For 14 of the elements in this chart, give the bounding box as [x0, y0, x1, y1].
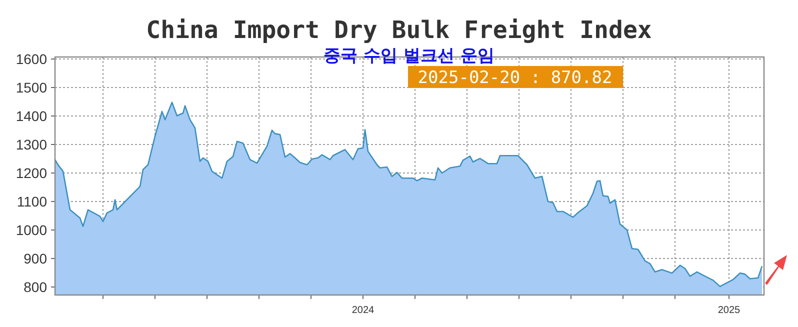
y-tick-label: 800 — [24, 279, 48, 296]
x-tick-label: 2024 — [352, 305, 375, 316]
y-tick-label: 1500 — [16, 80, 48, 96]
annotation: 2025-02-20 : 870.82 — [418, 68, 612, 88]
y-tick-label: 1600 — [16, 50, 48, 67]
y-tick-label: 1300 — [16, 136, 48, 153]
y-tick-label: 1100 — [16, 194, 48, 210]
y-tick-label: 1400 — [16, 108, 48, 124]
x-tick-label: 2025 — [718, 305, 741, 316]
y-tick-label: 1200 — [16, 165, 48, 182]
y-tick-label: 900 — [24, 250, 48, 267]
chart-subtitle: 중국 수입 벌크선 운임 — [324, 46, 494, 66]
chart-title: China Import Dry Bulk Freight Index — [146, 16, 652, 44]
y-tick-label: 1000 — [16, 222, 48, 238]
